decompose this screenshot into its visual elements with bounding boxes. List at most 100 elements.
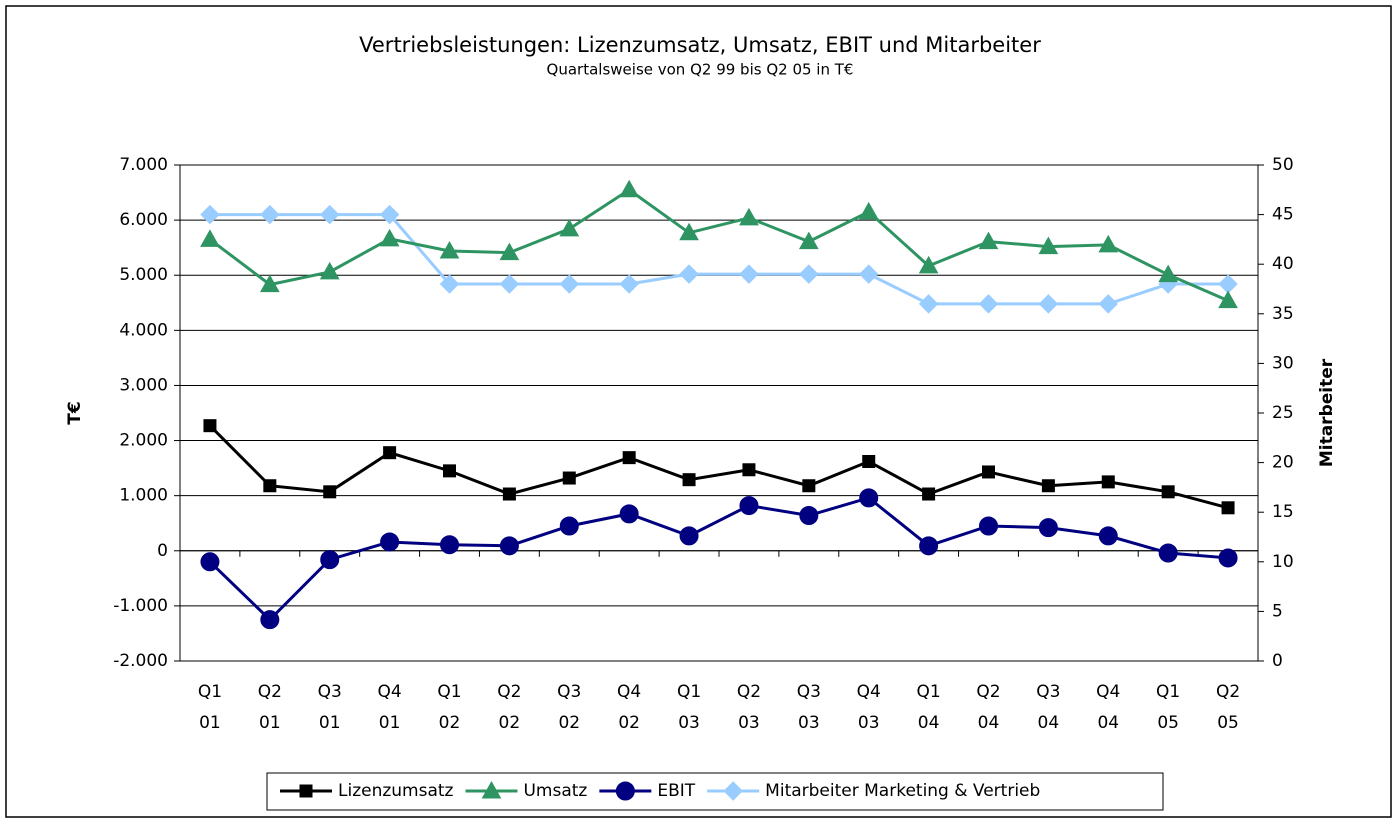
- data-point: [799, 264, 819, 284]
- data-point: [979, 516, 998, 536]
- x-tick-label: Q1 01: [197, 682, 223, 733]
- y-tick-label: 1.000: [119, 486, 168, 506]
- y2-tick-label: 40: [1272, 254, 1294, 274]
- data-point: [982, 465, 995, 479]
- legend-label: EBIT: [657, 781, 695, 801]
- series-line: [209, 187, 1229, 302]
- legend-marker: [299, 784, 313, 798]
- y-tick-label: 3.000: [119, 375, 168, 395]
- data-point: [502, 487, 516, 501]
- x-tick-label: Q1 04: [916, 682, 941, 733]
- x-tick-label: Q2 02: [497, 682, 522, 733]
- legend-marker: [481, 780, 502, 799]
- data-point: [260, 610, 280, 630]
- data-point: [383, 446, 397, 460]
- data-point: [203, 419, 217, 433]
- data-point: [200, 552, 220, 572]
- data-point: [918, 294, 939, 314]
- data-point: [379, 228, 400, 247]
- x-tick-label: Q3 02: [557, 682, 582, 733]
- y-tick-label: 2.000: [119, 431, 168, 451]
- y2-tick-label: 35: [1272, 304, 1294, 324]
- y2-tick-label: 15: [1272, 502, 1294, 522]
- data-point: [1098, 294, 1118, 314]
- x-tick-label: Q3 01: [317, 682, 342, 733]
- data-point: [619, 179, 640, 198]
- y-tick-label: -2.000: [113, 651, 168, 671]
- legend-label: Lizenzumsatz: [338, 781, 454, 801]
- y-tick-label: 0: [157, 541, 168, 561]
- x-tick-label: Q3 04: [1036, 682, 1061, 733]
- x-tick-label: Q4 04: [1096, 682, 1121, 733]
- data-point: [682, 473, 696, 487]
- y-tick-label: 4.000: [119, 320, 168, 340]
- data-point: [200, 229, 220, 247]
- data-point: [200, 204, 220, 225]
- x-tick-label: Q2 03: [736, 682, 762, 733]
- data-point: [679, 222, 699, 241]
- x-tick-label: Q4 01: [377, 682, 402, 733]
- data-point: [319, 261, 340, 280]
- x-tick-label: Q4 02: [617, 682, 642, 733]
- data-point: [260, 204, 280, 225]
- data-point: [559, 516, 579, 536]
- series-line: [208, 496, 1229, 622]
- data-point: [559, 218, 580, 237]
- data-point: [622, 451, 636, 465]
- data-point: [739, 264, 759, 284]
- data-point: [439, 274, 460, 294]
- x-tick-label: Q2 05: [1215, 682, 1241, 733]
- data-point: [559, 274, 579, 294]
- y-tick-label: 7.000: [119, 155, 168, 175]
- data-point: [1038, 294, 1059, 314]
- data-point: [679, 264, 699, 284]
- series-line: [208, 424, 1229, 510]
- legend-marker: [615, 781, 635, 801]
- data-point: [320, 550, 340, 570]
- data-point: [440, 535, 459, 555]
- data-point: [320, 204, 340, 225]
- data-point: [1041, 479, 1055, 493]
- chart-border: [5, 5, 1392, 818]
- series-line: [209, 213, 1229, 306]
- chart-subtitle: Quartalsweise von Q2 99 bis Q2 05 in T€: [547, 61, 854, 79]
- y2-axis-title: Mitarbeiter: [1317, 358, 1337, 467]
- data-point: [1158, 264, 1179, 283]
- y-tick-label: -1.000: [113, 596, 168, 616]
- legend-label: Umsatz: [523, 781, 587, 801]
- data-point: [379, 204, 400, 225]
- x-tick-label: Q4 03: [856, 682, 881, 733]
- data-point: [499, 274, 520, 294]
- y2-tick-label: 45: [1272, 205, 1294, 225]
- y-tick-label: 6.000: [119, 210, 168, 230]
- data-point: [739, 496, 759, 516]
- chart-title: Vertriebsleistungen: Lizenzumsatz, Umsat…: [359, 33, 1041, 57]
- data-point: [978, 231, 999, 250]
- data-point: [859, 264, 879, 284]
- data-point: [1101, 475, 1115, 489]
- x-tick-label: Q1 05: [1156, 682, 1181, 733]
- y2-tick-label: 20: [1272, 453, 1294, 473]
- data-point: [918, 255, 939, 274]
- x-tick-label: Q3 03: [796, 682, 821, 733]
- y2-tick-label: 5: [1272, 601, 1283, 621]
- data-point: [259, 274, 280, 293]
- legend-marker: [723, 781, 743, 801]
- data-point: [1221, 501, 1235, 515]
- data-point: [323, 485, 337, 499]
- data-point: [862, 454, 876, 468]
- data-point: [1098, 526, 1118, 546]
- data-point: [619, 504, 639, 524]
- y2-tick-label: 50: [1272, 155, 1294, 175]
- data-point: [798, 231, 819, 250]
- y2-tick-label: 10: [1272, 552, 1294, 572]
- x-tick-label: Q2 04: [976, 682, 1001, 733]
- data-point: [679, 526, 699, 546]
- data-point: [1218, 290, 1238, 309]
- data-point: [619, 274, 639, 294]
- data-point: [919, 536, 939, 556]
- data-point: [443, 464, 456, 478]
- data-point: [1161, 485, 1175, 499]
